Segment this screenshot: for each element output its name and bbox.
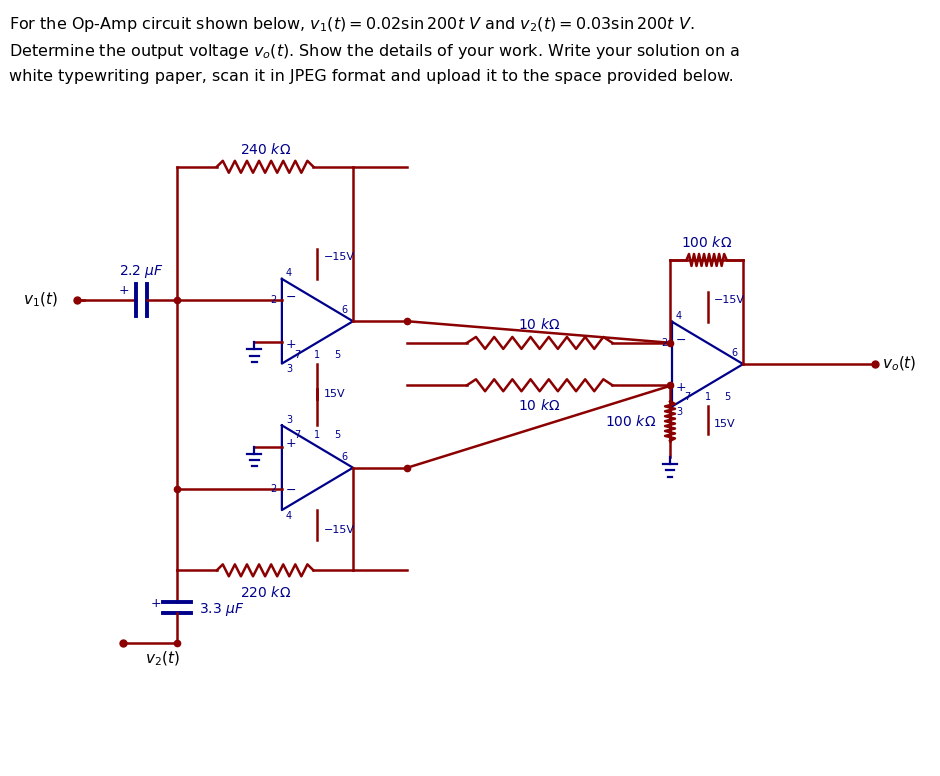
Text: 3: 3 — [676, 407, 682, 417]
Text: Determine the output voltage $v_o(t)$. Show the details of your work. Write your: Determine the output voltage $v_o(t)$. S… — [9, 42, 741, 61]
Text: 7: 7 — [684, 393, 691, 403]
Text: 4: 4 — [286, 268, 292, 278]
Text: 5: 5 — [334, 431, 340, 440]
Text: 2: 2 — [271, 295, 277, 305]
Text: −: − — [676, 334, 686, 346]
Text: $10\ k\Omega$: $10\ k\Omega$ — [519, 398, 561, 413]
Text: −15V: −15V — [323, 252, 354, 262]
Text: +: + — [286, 338, 296, 351]
Text: 3: 3 — [286, 414, 292, 424]
Text: 3: 3 — [286, 365, 292, 374]
Text: $240\ k\Omega$: $240\ k\Omega$ — [240, 142, 290, 157]
Text: 15V: 15V — [713, 419, 735, 429]
Text: $2.2\ \mu F$: $2.2\ \mu F$ — [119, 263, 164, 280]
Text: 5: 5 — [334, 350, 340, 359]
Text: 7: 7 — [294, 431, 301, 440]
Text: white typewriting paper, scan it in JPEG format and upload it to the space provi: white typewriting paper, scan it in JPEG… — [9, 69, 734, 84]
Text: +: + — [118, 283, 129, 296]
Text: $3.3\ \mu F$: $3.3\ \mu F$ — [199, 601, 244, 618]
Text: −15V: −15V — [713, 295, 744, 305]
Text: +: + — [676, 381, 686, 393]
Text: $100\ k\Omega$: $100\ k\Omega$ — [605, 414, 656, 428]
Text: +: + — [286, 437, 296, 450]
Text: 2: 2 — [661, 338, 667, 348]
Text: 4: 4 — [286, 511, 292, 521]
Text: 2: 2 — [271, 484, 277, 494]
Text: 4: 4 — [676, 311, 682, 321]
Text: −15V: −15V — [323, 525, 354, 535]
Text: 1: 1 — [704, 393, 711, 403]
Text: 1: 1 — [314, 350, 321, 359]
Text: For the Op-Amp circuit shown below, $v_1(t) = 0.02\sin 200t\ V$ and $v_2(t) = 0.: For the Op-Amp circuit shown below, $v_1… — [9, 16, 695, 34]
Text: 6: 6 — [341, 305, 347, 315]
Text: −: − — [286, 484, 296, 497]
Text: $v_o(t)$: $v_o(t)$ — [883, 355, 916, 373]
Text: $v_1(t)$: $v_1(t)$ — [24, 291, 58, 310]
Text: 6: 6 — [731, 348, 737, 358]
Text: 6: 6 — [341, 452, 347, 462]
Text: $v_2(t)$: $v_2(t)$ — [145, 650, 180, 668]
Text: $10\ k\Omega$: $10\ k\Omega$ — [519, 317, 561, 332]
Text: 1: 1 — [314, 431, 321, 440]
Text: 15V: 15V — [323, 390, 345, 400]
Text: −: − — [286, 290, 296, 303]
Text: $220\ k\Omega$: $220\ k\Omega$ — [240, 585, 290, 601]
Text: +: + — [150, 597, 161, 610]
Text: 5: 5 — [724, 393, 730, 403]
Text: $100\ k\Omega$: $100\ k\Omega$ — [681, 235, 732, 250]
Text: 7: 7 — [294, 350, 301, 359]
